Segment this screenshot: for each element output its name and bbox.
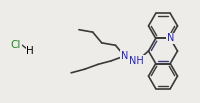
- Text: H: H: [26, 46, 34, 56]
- Text: NH: NH: [129, 56, 144, 66]
- Text: N: N: [121, 51, 128, 61]
- Text: N: N: [167, 33, 174, 43]
- Text: Cl: Cl: [11, 40, 21, 50]
